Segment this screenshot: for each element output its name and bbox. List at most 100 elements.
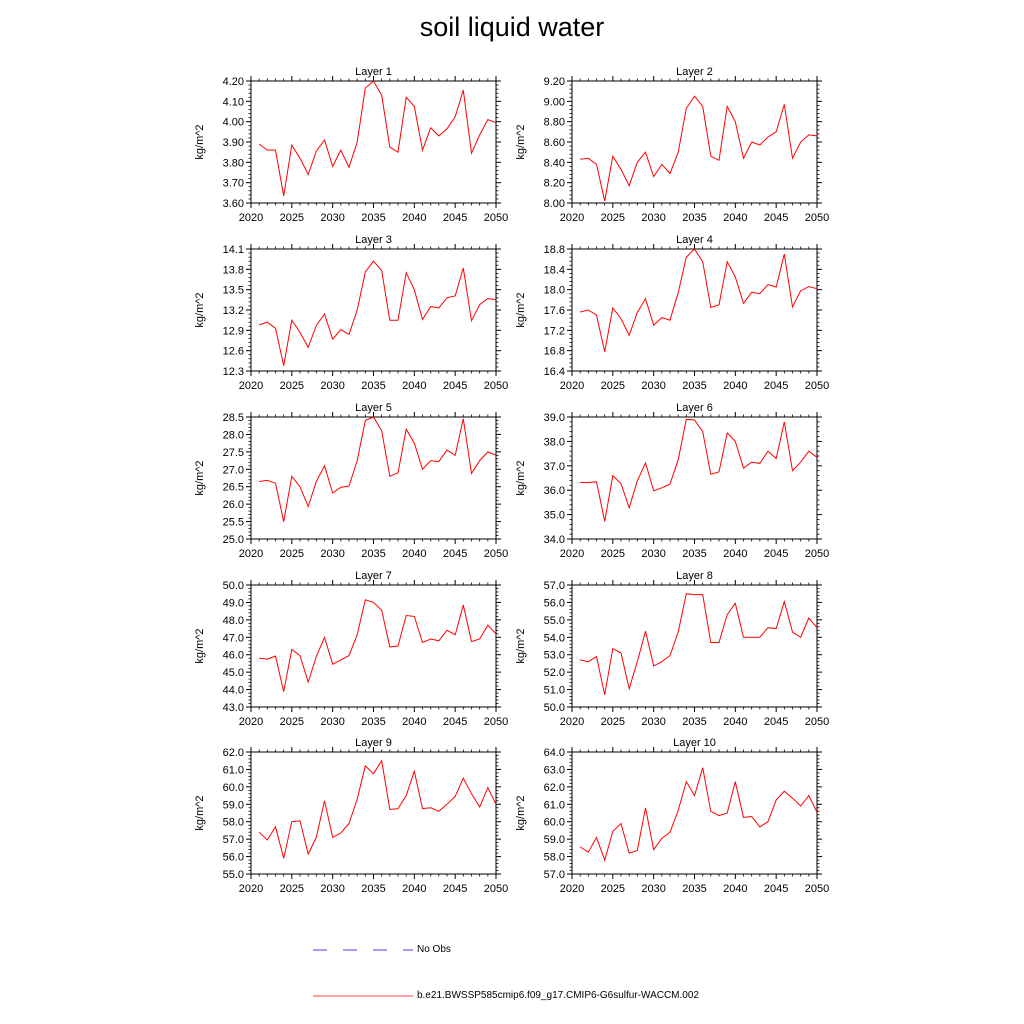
page-title: soil liquid water <box>419 12 605 42</box>
y-tick-label: 8.80 <box>544 117 565 129</box>
chart-title: Layer 8 <box>676 570 713 582</box>
y-axis-label: kg/m^2 <box>194 628 206 663</box>
x-tick-label: 2050 <box>484 212 508 224</box>
plot-frame <box>250 751 497 875</box>
x-tick-label: 2040 <box>723 380 747 392</box>
x-tick-label: 2040 <box>402 548 426 560</box>
chart-title: Layer 4 <box>676 234 713 246</box>
y-tick-label: 18.4 <box>544 264 565 276</box>
y-tick-label: 36.0 <box>544 485 565 497</box>
x-tick-label: 2035 <box>682 716 706 728</box>
chart-title: Layer 3 <box>355 234 392 246</box>
y-tick-label: 26.5 <box>223 482 244 494</box>
y-tick-label: 18.8 <box>544 244 565 256</box>
y-tick-label: 52.0 <box>544 667 565 679</box>
plot-frame <box>571 80 818 204</box>
plot-frame <box>571 751 818 875</box>
x-tick-label: 2050 <box>484 883 508 895</box>
y-tick-label: 50.0 <box>223 580 244 592</box>
y-tick-label: 26.0 <box>223 499 244 511</box>
y-tick-label: 64.0 <box>544 747 565 759</box>
x-tick-label: 2045 <box>443 883 467 895</box>
y-axis-label: kg/m^2 <box>194 292 206 327</box>
x-tick-label: 2045 <box>764 380 788 392</box>
x-tick-label: 2035 <box>361 716 385 728</box>
chart-layer-1: Layer 1 kg/m^2 3.60 3.70 3.80 3.90 4.00 4.10 4.2… <box>194 66 508 224</box>
y-tick-label: 50.0 <box>544 702 565 714</box>
y-tick-label: 38.0 <box>544 436 565 448</box>
x-tick-label: 2040 <box>402 883 426 895</box>
y-tick-label: 58.0 <box>544 852 565 864</box>
y-tick-label: 16.8 <box>544 346 565 358</box>
y-tick-label: 53.0 <box>544 650 565 662</box>
y-tick-label: 13.8 <box>223 264 244 276</box>
y-axis-label: kg/m^2 <box>515 628 527 663</box>
plot-frame <box>571 416 818 540</box>
y-tick-label: 45.0 <box>223 667 244 679</box>
y-tick-label: 8.40 <box>544 157 565 169</box>
series-line <box>259 416 497 522</box>
y-tick-label: 3.70 <box>223 178 244 190</box>
x-tick-label: 2040 <box>723 548 747 560</box>
y-tick-label: 60.0 <box>223 782 244 794</box>
y-tick-label: 14.1 <box>223 244 244 256</box>
chart-layer-7: Layer 7 kg/m^2 43.0 44.0 45.0 46.0 47.0 48.0 49.… <box>194 570 508 728</box>
chart-title: Layer 2 <box>676 66 713 78</box>
x-tick-label: 2035 <box>682 883 706 895</box>
x-tick-label: 2040 <box>402 380 426 392</box>
chart-layer-8: Layer 8 kg/m^2 50.0 51.0 52.0 53.0 54.0 55.0 56.… <box>515 570 829 728</box>
y-tick-label: 17.6 <box>544 305 565 317</box>
series-line <box>258 759 497 859</box>
x-tick-label: 2025 <box>280 212 304 224</box>
y-tick-label: 51.0 <box>544 685 565 697</box>
y-tick-label: 55.0 <box>544 615 565 627</box>
y-tick-label: 39.0 <box>544 412 565 424</box>
x-tick-label: 2040 <box>402 716 426 728</box>
x-tick-label: 2040 <box>723 716 747 728</box>
x-tick-label: 2045 <box>764 883 788 895</box>
y-tick-label: 56.0 <box>544 597 565 609</box>
y-tick-label: 4.10 <box>223 96 244 108</box>
y-axis-label: kg/m^2 <box>515 124 527 159</box>
x-tick-label: 2050 <box>484 548 508 560</box>
x-tick-label: 2050 <box>805 883 829 895</box>
y-tick-label: 49.0 <box>223 597 244 609</box>
y-axis-label: kg/m^2 <box>515 460 527 495</box>
x-tick-label: 2035 <box>682 548 706 560</box>
y-tick-label: 43.0 <box>223 702 244 714</box>
x-tick-label: 2020 <box>239 883 263 895</box>
y-tick-label: 61.0 <box>223 764 244 776</box>
x-tick-label: 2050 <box>805 716 829 728</box>
x-tick-label: 2025 <box>280 883 304 895</box>
y-axis-label: kg/m^2 <box>515 292 527 327</box>
y-tick-label: 18.0 <box>544 285 565 297</box>
y-axis-label: kg/m^2 <box>194 124 206 159</box>
series-line <box>580 95 818 202</box>
x-tick-label: 2025 <box>280 380 304 392</box>
plot-frame <box>571 584 818 708</box>
chart-layer-4: Layer 4 kg/m^2 16.4 16.8 17.2 17.6 18.0 18.4 18.… <box>515 234 829 392</box>
y-tick-label: 46.0 <box>223 650 244 662</box>
y-tick-label: 3.90 <box>223 137 244 149</box>
y-tick-label: 57.0 <box>223 834 244 846</box>
x-tick-label: 2030 <box>641 883 665 895</box>
x-tick-label: 2045 <box>764 548 788 560</box>
chart-title: Layer 1 <box>355 66 392 78</box>
y-tick-label: 12.9 <box>223 325 244 337</box>
y-tick-label: 54.0 <box>544 632 565 644</box>
series-line <box>580 593 818 695</box>
x-tick-label: 2020 <box>239 716 263 728</box>
y-axis-label: kg/m^2 <box>194 460 206 495</box>
y-tick-label: 28.5 <box>223 412 244 424</box>
x-tick-label: 2020 <box>560 380 584 392</box>
y-tick-label: 17.2 <box>544 325 565 337</box>
x-tick-label: 2050 <box>484 716 508 728</box>
y-tick-label: 13.2 <box>223 305 244 317</box>
y-tick-label: 57.0 <box>544 580 565 592</box>
chart-layer-3: Layer 3 kg/m^2 12.3 12.6 12.9 13.2 13.5 13.8 14.… <box>194 234 508 392</box>
series-line <box>258 80 497 196</box>
y-tick-label: 34.0 <box>544 534 565 546</box>
y-tick-label: 55.0 <box>223 869 244 881</box>
chart-layer-9: Layer 9 kg/m^2 55.0 56.0 57.0 58.0 59.0 60.0 61.… <box>194 737 508 895</box>
